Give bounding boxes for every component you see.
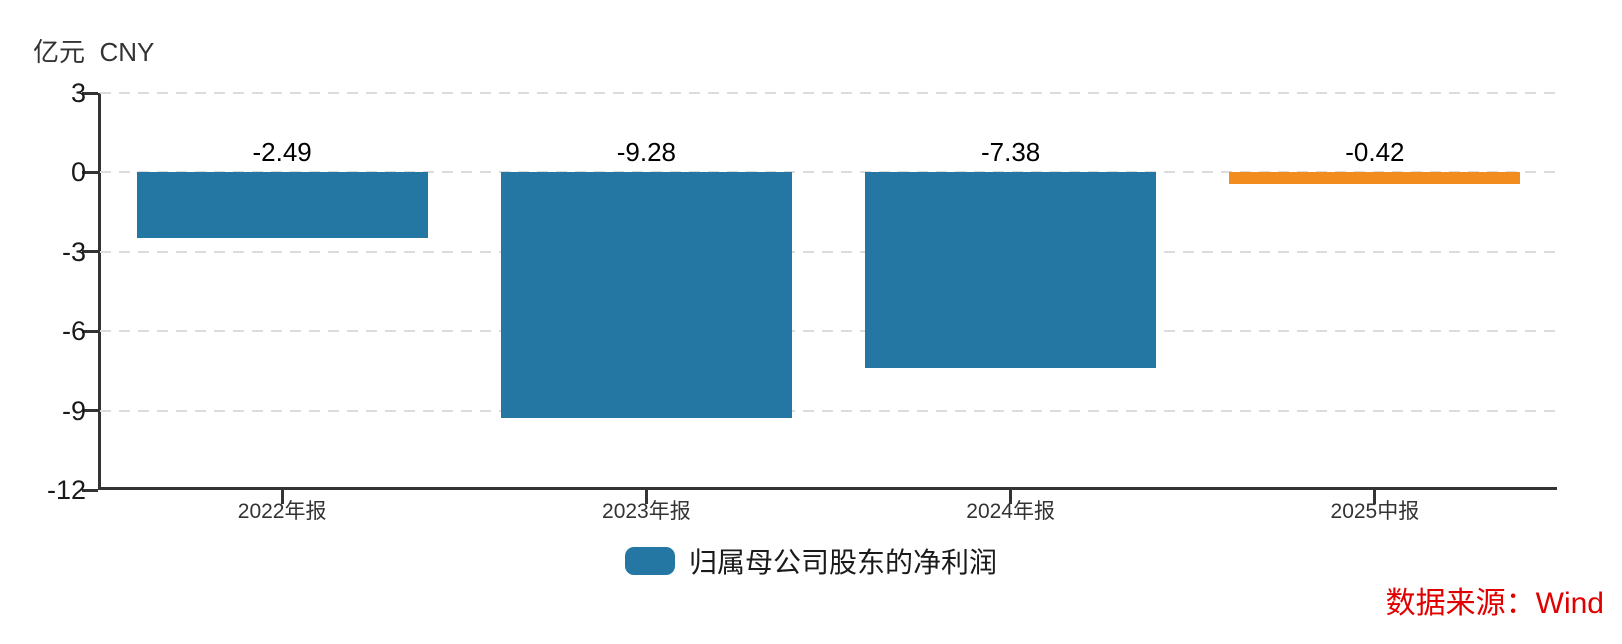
data-source-label: 数据来源：Wind bbox=[1385, 587, 1604, 620]
y-tick-mark bbox=[82, 488, 98, 492]
y-tick-label: -9 bbox=[61, 395, 86, 426]
bar bbox=[136, 172, 428, 239]
legend-label: 归属母公司股东的净利润 bbox=[688, 547, 997, 578]
x-tick-label: 2025中报 bbox=[1330, 500, 1420, 523]
gridline bbox=[100, 409, 1557, 412]
y-tick-label: 3 bbox=[70, 78, 86, 108]
x-tick-label: 2024年报 bbox=[966, 500, 1055, 523]
bar bbox=[500, 172, 792, 418]
gridline bbox=[100, 330, 1557, 333]
plot-area: 3 0 -3 -6 -9 -12 -2.49 2022年报 -9.28 2023年报 -7.38 20… bbox=[47, 78, 1557, 523]
x-tick-mark bbox=[644, 490, 648, 504]
bar-value-label: -9.28 bbox=[616, 137, 676, 168]
x-tick-mark bbox=[1009, 490, 1013, 504]
bar bbox=[1229, 172, 1521, 184]
y-tick-mark bbox=[82, 329, 98, 333]
bar-value-label: -7.38 bbox=[980, 137, 1041, 168]
y-tick-label: -6 bbox=[61, 316, 86, 347]
legend-swatch bbox=[624, 547, 675, 575]
gridline bbox=[100, 171, 1557, 174]
gridline bbox=[100, 250, 1557, 253]
x-tick-mark bbox=[1373, 490, 1377, 504]
y-tick-mark bbox=[82, 409, 98, 413]
bar-value-label: -0.42 bbox=[1345, 137, 1405, 168]
bar bbox=[865, 172, 1157, 368]
y-tick-label: 0 bbox=[70, 157, 86, 188]
x-tick-label: 2023年报 bbox=[602, 500, 691, 523]
y-tick-mark bbox=[82, 170, 98, 174]
gridline bbox=[100, 92, 1557, 94]
y-tick-mark bbox=[82, 91, 98, 95]
y-axis-unit-label: 亿元 CNY bbox=[33, 37, 155, 67]
y-tick-mark bbox=[82, 250, 98, 254]
y-tick-label: -3 bbox=[61, 236, 86, 267]
legend: 归属母公司股东的净利润 bbox=[0, 541, 1622, 581]
x-tick-mark bbox=[280, 490, 284, 504]
bar-value-label: -2.49 bbox=[252, 137, 312, 168]
y-axis-line bbox=[98, 93, 101, 490]
y-tick-label: -12 bbox=[46, 475, 86, 505]
x-axis-line bbox=[98, 487, 1557, 490]
x-tick-label: 2022年报 bbox=[237, 500, 327, 523]
